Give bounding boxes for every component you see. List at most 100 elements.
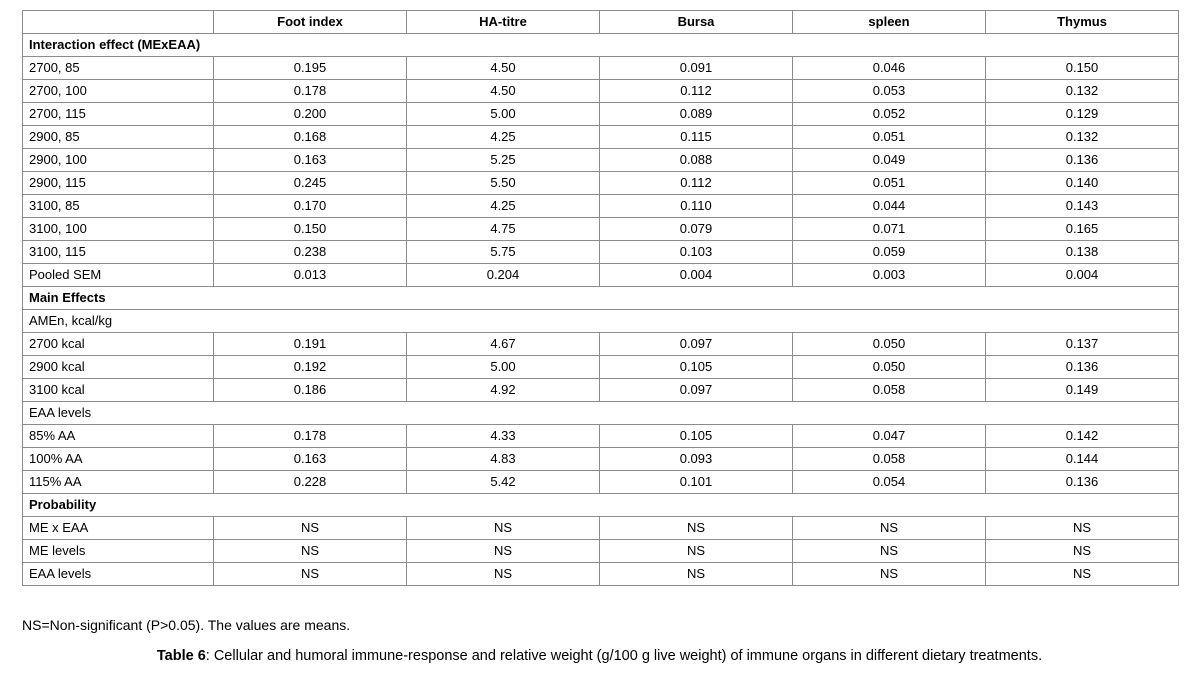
- value-cell: 0.051: [792, 171, 986, 195]
- value-cell: 0.046: [792, 56, 986, 80]
- value-cell: 0.191: [213, 332, 407, 356]
- row-label: 2700, 115: [22, 102, 214, 126]
- value-cell: NS: [792, 539, 986, 563]
- table-footnote: NS=Non-significant (P>0.05). The values …: [22, 617, 351, 633]
- value-cell: 0.165: [985, 217, 1179, 241]
- value-cell: 0.132: [985, 125, 1179, 149]
- value-cell: 0.058: [792, 378, 986, 402]
- value-cell: 0.059: [792, 240, 986, 264]
- section-label: Probability: [22, 493, 1179, 517]
- value-cell: 0.054: [792, 470, 986, 494]
- table-row: 2700, 115 0.200 5.00 0.089 0.052 0.129: [22, 102, 1179, 126]
- value-cell: 0.150: [985, 56, 1179, 80]
- table-row: 3100, 85 0.170 4.25 0.110 0.044 0.143: [22, 194, 1179, 218]
- table-row: 3100 kcal 0.186 4.92 0.097 0.058 0.149: [22, 378, 1179, 402]
- row-label: EAA levels: [22, 562, 214, 586]
- value-cell: 0.204: [406, 263, 600, 287]
- value-cell: 0.138: [985, 240, 1179, 264]
- table-row: 3100, 100 0.150 4.75 0.079 0.071 0.165: [22, 217, 1179, 241]
- value-cell: 0.140: [985, 171, 1179, 195]
- section-row: EAA levels: [22, 401, 1179, 425]
- value-cell: 0.144: [985, 447, 1179, 471]
- value-cell: NS: [599, 562, 793, 586]
- value-cell: 0.142: [985, 424, 1179, 448]
- value-cell: 0.004: [599, 263, 793, 287]
- value-cell: 0.105: [599, 424, 793, 448]
- value-cell: 4.75: [406, 217, 600, 241]
- value-cell: 0.136: [985, 470, 1179, 494]
- value-cell: 0.071: [792, 217, 986, 241]
- table-caption: Table 6: Cellular and humoral immune-res…: [0, 648, 1199, 664]
- column-header: Bursa: [599, 10, 793, 34]
- value-cell: 0.049: [792, 148, 986, 172]
- value-cell: NS: [213, 539, 407, 563]
- row-label: 2900 kcal: [22, 355, 214, 379]
- value-cell: 0.245: [213, 171, 407, 195]
- value-cell: 0.050: [792, 332, 986, 356]
- value-cell: 0.163: [213, 447, 407, 471]
- table-row: 2700 kcal 0.191 4.67 0.097 0.050 0.137: [22, 332, 1179, 356]
- value-cell: 0.170: [213, 194, 407, 218]
- table-row: 100% AA 0.163 4.83 0.093 0.058 0.144: [22, 447, 1179, 471]
- value-cell: 0.192: [213, 355, 407, 379]
- column-header: Foot index: [213, 10, 407, 34]
- row-label: 2900, 85: [22, 125, 214, 149]
- value-cell: 0.178: [213, 424, 407, 448]
- table-row: Pooled SEM 0.013 0.204 0.004 0.003 0.004: [22, 263, 1179, 287]
- row-label: 85% AA: [22, 424, 214, 448]
- value-cell: 0.149: [985, 378, 1179, 402]
- column-header: spleen: [792, 10, 986, 34]
- value-cell: 0.115: [599, 125, 793, 149]
- value-cell: 0.168: [213, 125, 407, 149]
- value-cell: 0.097: [599, 332, 793, 356]
- value-cell: 0.200: [213, 102, 407, 126]
- value-cell: 0.129: [985, 102, 1179, 126]
- table-row: 3100, 115 0.238 5.75 0.103 0.059 0.138: [22, 240, 1179, 264]
- section-row: Main Effects: [22, 286, 1179, 310]
- value-cell: 4.50: [406, 56, 600, 80]
- column-header: Thymus: [985, 10, 1179, 34]
- column-header: HA-titre: [406, 10, 600, 34]
- value-cell: NS: [985, 516, 1179, 540]
- value-cell: 0.136: [985, 355, 1179, 379]
- value-cell: 0.136: [985, 148, 1179, 172]
- table-row: 2900 kcal 0.192 5.00 0.105 0.050 0.136: [22, 355, 1179, 379]
- value-cell: 0.238: [213, 240, 407, 264]
- value-cell: 0.110: [599, 194, 793, 218]
- value-cell: 0.112: [599, 171, 793, 195]
- value-cell: 0.097: [599, 378, 793, 402]
- value-cell: 0.186: [213, 378, 407, 402]
- value-cell: 0.150: [213, 217, 407, 241]
- row-label: 3100, 115: [22, 240, 214, 264]
- value-cell: 4.92: [406, 378, 600, 402]
- section-label: EAA levels: [22, 401, 1179, 425]
- row-label: 3100, 85: [22, 194, 214, 218]
- value-cell: 0.112: [599, 79, 793, 103]
- value-cell: NS: [213, 516, 407, 540]
- row-label: 3100, 100: [22, 217, 214, 241]
- table-row: ME levels NS NS NS NS NS: [22, 539, 1179, 563]
- row-label: 2700 kcal: [22, 332, 214, 356]
- value-cell: NS: [792, 516, 986, 540]
- value-cell: 0.089: [599, 102, 793, 126]
- value-cell: 0.088: [599, 148, 793, 172]
- table-row: 115% AA 0.228 5.42 0.101 0.054 0.136: [22, 470, 1179, 494]
- table-row: 2900, 85 0.168 4.25 0.115 0.051 0.132: [22, 125, 1179, 149]
- table-row: 2700, 85 0.195 4.50 0.091 0.046 0.150: [22, 56, 1179, 80]
- row-label: 2700, 100: [22, 79, 214, 103]
- value-cell: 4.25: [406, 194, 600, 218]
- row-label: 2900, 100: [22, 148, 214, 172]
- row-label: ME levels: [22, 539, 214, 563]
- section-label: Main Effects: [22, 286, 1179, 310]
- value-cell: 4.67: [406, 332, 600, 356]
- value-cell: 0.051: [792, 125, 986, 149]
- table-caption-text: : Cellular and humoral immune-response a…: [205, 648, 1043, 664]
- value-cell: 0.044: [792, 194, 986, 218]
- row-label: ME x EAA: [22, 516, 214, 540]
- value-cell: NS: [599, 539, 793, 563]
- value-cell: 4.33: [406, 424, 600, 448]
- value-cell: NS: [985, 539, 1179, 563]
- value-cell: 0.178: [213, 79, 407, 103]
- value-cell: 0.047: [792, 424, 986, 448]
